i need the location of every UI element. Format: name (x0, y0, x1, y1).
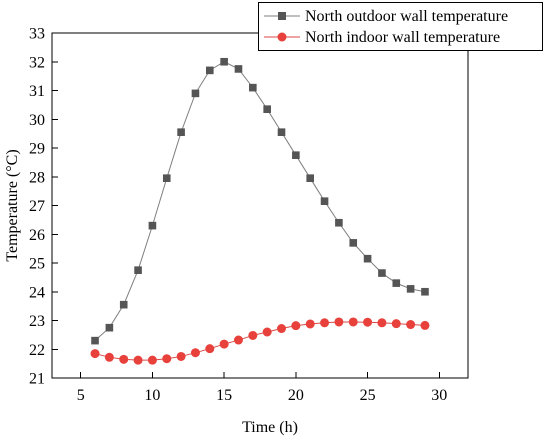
data-point (363, 254, 372, 263)
data-point (234, 65, 243, 73)
data-point (363, 317, 373, 327)
data-point (162, 174, 171, 182)
data-point (421, 287, 429, 296)
data-point (162, 354, 172, 364)
data-point (378, 269, 386, 277)
legend-marker-square (278, 12, 286, 20)
data-point (119, 300, 128, 309)
data-point (277, 324, 287, 334)
x-tick-label: 10 (144, 387, 160, 404)
axis-ticks: 5 10 15 20 25 30 21 22 23 24 25 26 27 28 29 30 31 32 33 (29, 26, 447, 405)
data-point (104, 352, 114, 362)
y-tick-label: 29 (29, 141, 45, 158)
data-point (348, 317, 358, 327)
data-point (406, 285, 415, 293)
y-tick-label: 23 (29, 313, 45, 330)
series-line (94, 61, 426, 342)
data-point (277, 128, 286, 136)
y-tick-label: 21 (29, 371, 45, 388)
x-tick-label: 15 (216, 387, 232, 404)
series-layer (90, 57, 430, 365)
legend-label-indoor: North indoor wall temperature (305, 29, 500, 46)
x-axis-title: Time (h) (242, 419, 298, 436)
data-point (291, 321, 301, 331)
y-tick-label: 26 (29, 227, 45, 244)
data-point (263, 105, 271, 113)
data-point (305, 319, 315, 329)
data-point (349, 239, 358, 247)
legend-box (258, 2, 543, 51)
y-axis-title: Temperature (°C) (4, 149, 21, 261)
series-line (94, 321, 425, 361)
data-point (420, 320, 430, 330)
data-point (220, 57, 228, 66)
y-tick-label: 31 (29, 83, 45, 100)
data-point (406, 320, 416, 330)
legend-marker-circle (277, 32, 287, 42)
data-point (248, 330, 258, 340)
data-point (219, 339, 229, 349)
data-point (392, 279, 401, 287)
legend-label-outdoor: North outdoor wall temperature (305, 8, 508, 25)
data-point (391, 319, 401, 329)
y-tick-label: 30 (29, 112, 45, 129)
y-tick-label: 22 (29, 342, 45, 359)
x-tick-label: 5 (77, 387, 85, 404)
y-tick-label: 32 (29, 54, 45, 71)
data-point (148, 221, 157, 230)
x-tick-label: 25 (360, 387, 376, 404)
data-point (90, 349, 100, 359)
x-tick-label: 20 (288, 387, 304, 404)
data-point (334, 317, 344, 327)
data-point (190, 348, 200, 358)
data-point (320, 197, 329, 205)
data-point (249, 83, 257, 92)
data-point (233, 335, 243, 345)
data-point (91, 336, 99, 345)
data-point (119, 354, 129, 364)
data-point (262, 327, 272, 337)
data-point (205, 66, 214, 75)
data-point (133, 355, 143, 365)
data-point (176, 351, 186, 361)
data-point (306, 174, 315, 182)
data-point (177, 128, 185, 136)
y-tick-label: 24 (29, 284, 45, 301)
legend: North outdoor wall temperature North ind… (258, 2, 543, 51)
y-tick-label: 28 (29, 169, 45, 186)
y-tick-label: 25 (29, 256, 45, 273)
data-point (105, 323, 114, 332)
data-point (292, 151, 300, 159)
data-point (335, 218, 343, 227)
data-point (320, 318, 330, 328)
data-point (191, 89, 200, 98)
plot-frame (51, 32, 469, 379)
x-tick-label: 30 (431, 387, 447, 404)
y-tick-label: 33 (29, 26, 45, 43)
data-point (377, 318, 387, 328)
data-point (147, 355, 157, 365)
data-point (205, 344, 215, 354)
y-tick-label: 27 (29, 198, 45, 215)
data-point (134, 266, 142, 274)
